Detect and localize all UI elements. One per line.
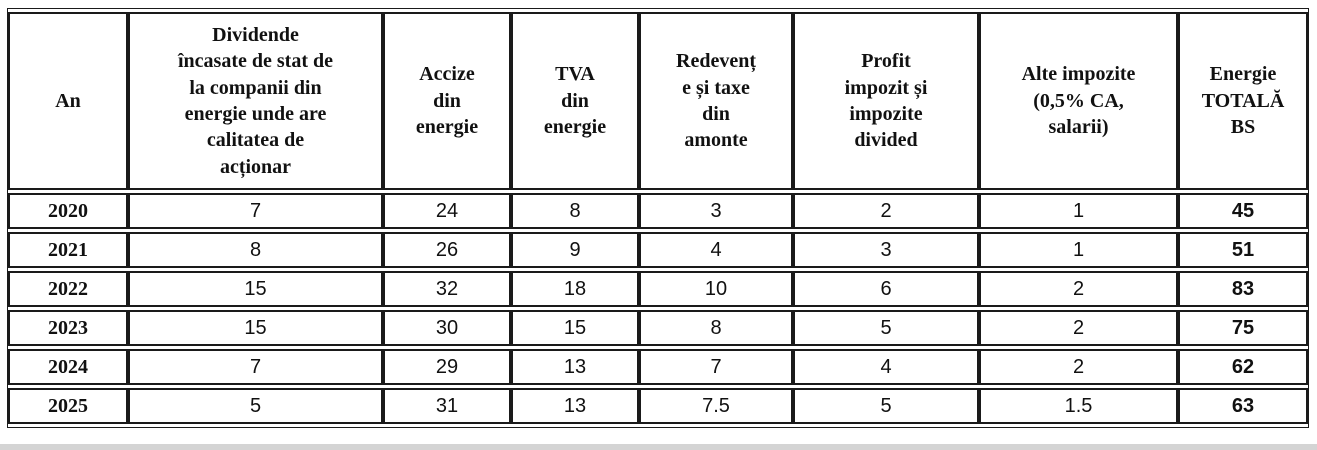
scan-shadow (0, 444, 1317, 450)
total-cell: 62 (1178, 349, 1308, 385)
year-cell: 2020 (8, 193, 128, 229)
table-row: 2025 5 31 13 7.5 5 1.5 63 (8, 388, 1308, 424)
data-cell: 30 (383, 310, 511, 346)
data-cell: 9 (511, 232, 639, 268)
data-cell: 7.5 (639, 388, 793, 424)
data-cell: 10 (639, 271, 793, 307)
total-cell: 63 (1178, 388, 1308, 424)
data-cell: 7 (639, 349, 793, 385)
table-row: 2024 7 29 13 7 4 2 62 (8, 349, 1308, 385)
data-cell: 13 (511, 388, 639, 424)
data-cell: 4 (793, 349, 979, 385)
data-cell: 32 (383, 271, 511, 307)
data-cell: 1 (979, 232, 1178, 268)
data-cell: 7 (128, 193, 383, 229)
energy-budget-table: An Dividende încasate de stat de la comp… (7, 8, 1309, 428)
header-cell-total: Energie TOTALĂ BS (1178, 12, 1308, 190)
total-cell: 51 (1178, 232, 1308, 268)
data-cell: 5 (793, 388, 979, 424)
table-row: 2022 15 32 18 10 6 2 83 (8, 271, 1308, 307)
data-cell: 8 (511, 193, 639, 229)
header-cell-alte: Alte impozite (0,5% CA, salarii) (979, 12, 1178, 190)
data-cell: 3 (793, 232, 979, 268)
table-row: 2021 8 26 9 4 3 1 51 (8, 232, 1308, 268)
data-cell: 2 (979, 349, 1178, 385)
header-cell-an: An (8, 12, 128, 190)
data-cell: 6 (793, 271, 979, 307)
total-cell: 83 (1178, 271, 1308, 307)
year-cell: 2023 (8, 310, 128, 346)
data-cell: 29 (383, 349, 511, 385)
header-cell-profit: Profit impozit și impozite divided (793, 12, 979, 190)
data-cell: 15 (511, 310, 639, 346)
data-cell: 2 (979, 310, 1178, 346)
data-cell: 3 (639, 193, 793, 229)
data-cell: 2 (793, 193, 979, 229)
data-cell: 24 (383, 193, 511, 229)
header-cell-redevente: Redevenț e și taxe din amonte (639, 12, 793, 190)
table-row: 2023 15 30 15 8 5 2 75 (8, 310, 1308, 346)
data-cell: 2 (979, 271, 1178, 307)
header-cell-accize: Accize din energie (383, 12, 511, 190)
data-cell: 26 (383, 232, 511, 268)
total-cell: 45 (1178, 193, 1308, 229)
header-cell-dividende: Dividende încasate de stat de la compani… (128, 12, 383, 190)
data-cell: 15 (128, 310, 383, 346)
year-cell: 2024 (8, 349, 128, 385)
data-cell: 15 (128, 271, 383, 307)
data-cell: 13 (511, 349, 639, 385)
data-cell: 1.5 (979, 388, 1178, 424)
data-cell: 8 (639, 310, 793, 346)
data-cell: 5 (793, 310, 979, 346)
year-cell: 2025 (8, 388, 128, 424)
data-cell: 8 (128, 232, 383, 268)
data-cell: 4 (639, 232, 793, 268)
year-cell: 2022 (8, 271, 128, 307)
data-cell: 5 (128, 388, 383, 424)
data-cell: 18 (511, 271, 639, 307)
data-cell: 31 (383, 388, 511, 424)
table-row: 2020 7 24 8 3 2 1 45 (8, 193, 1308, 229)
table-header-row: An Dividende încasate de stat de la comp… (8, 12, 1308, 190)
header-cell-tva: TVA din energie (511, 12, 639, 190)
year-cell: 2021 (8, 232, 128, 268)
data-cell: 7 (128, 349, 383, 385)
total-cell: 75 (1178, 310, 1308, 346)
data-cell: 1 (979, 193, 1178, 229)
